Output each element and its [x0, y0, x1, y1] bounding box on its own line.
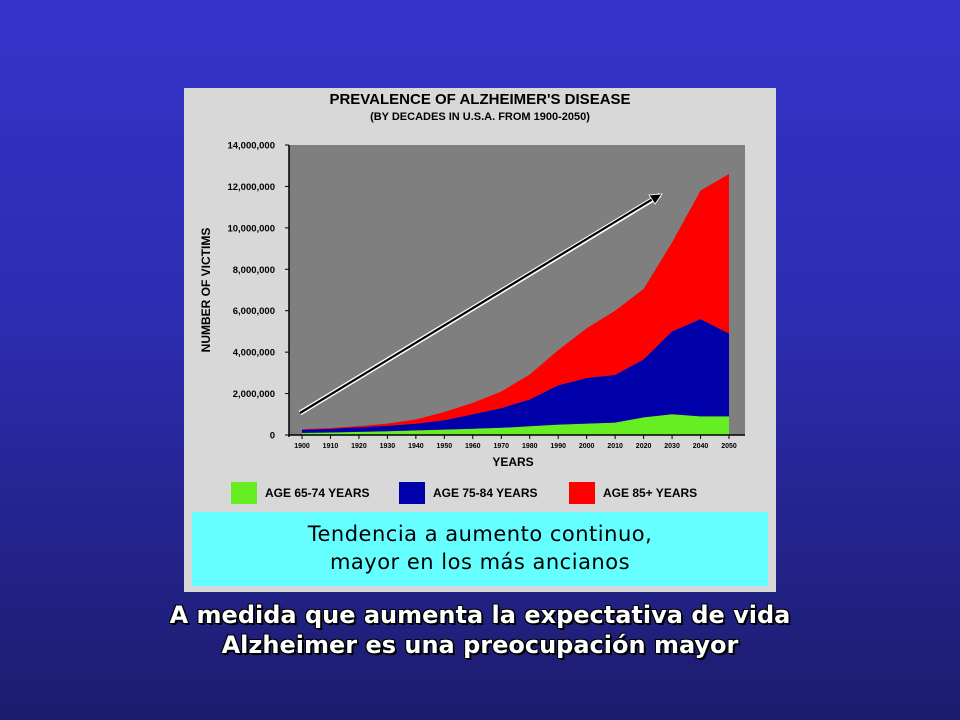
x-tick-label: 1970 [493, 443, 509, 450]
x-tick-label: 1940 [408, 443, 424, 450]
caption-line-2: Alzheimer es una preocupación mayor [221, 631, 739, 659]
x-axis-label: YEARS [492, 455, 533, 469]
x-tick-label: 1900 [294, 443, 310, 450]
x-ticks: 1900 1910 1920 1930 1940 1950 1960 1970 1980 1990… [294, 435, 737, 450]
area-series-2 [302, 319, 729, 433]
area-layers [302, 174, 729, 435]
x-tick-label: 1990 [550, 443, 566, 450]
callout-line-2: mayor en los más ancianos [329, 550, 631, 574]
slide-caption: A medida que aumenta la expectativa de v… [0, 600, 960, 660]
trend-arrow [298, 192, 663, 416]
caption-line-1: A medida que aumenta la expectativa de v… [169, 601, 791, 629]
legend-label-2: AGE 75-84 YEARS [433, 486, 538, 500]
y-tick-label: 6,000,000 [233, 306, 275, 317]
x-tick-label: 1920 [351, 443, 367, 450]
y-tick-label: 12,000,000 [227, 182, 275, 193]
y-tick-label: 10,000,000 [227, 223, 275, 234]
legend-label-1: AGE 65-74 YEARS [265, 486, 370, 500]
axes [288, 145, 745, 437]
x-tick-label: 1910 [323, 443, 339, 450]
y-tick-label: 14,000,000 [227, 141, 275, 152]
legend-swatch-1 [231, 482, 257, 504]
x-tick-label: 2010 [607, 443, 623, 450]
y-tick-label: 8,000,000 [233, 265, 275, 276]
x-tick-label: 2040 [693, 443, 709, 450]
y-axis-label: NUMBER OF VICTIMS [199, 228, 213, 353]
area-series-1 [302, 414, 729, 435]
x-tick-label: 1950 [437, 443, 453, 450]
legend-swatch-2 [399, 482, 425, 504]
y-tick-label: 0 [270, 431, 275, 442]
x-tick-label: 1930 [380, 443, 396, 450]
area-series-3 [302, 174, 729, 430]
chart-figure: PREVALENCE OF ALZHEIMER'S DISEASE (BY DE… [184, 88, 776, 592]
chart-svg: PREVALENCE OF ALZHEIMER'S DISEASE (BY DE… [199, 91, 745, 504]
y-ticks: 0 2,000,000 4,000,000 6,000,000 8,000,000 10,… [227, 141, 289, 442]
chart-subtitle: (BY DECADES IN U.S.A. FROM 1900-2050) [370, 111, 590, 123]
legend-label-3: AGE 85+ YEARS [603, 486, 697, 500]
callout-box: Tendencia a aumento continuo, mayor en l… [192, 512, 768, 586]
x-tick-label: 1980 [522, 443, 538, 450]
x-tick-label: 2000 [579, 443, 595, 450]
x-tick-label: 2030 [664, 443, 680, 450]
y-tick-label: 4,000,000 [233, 348, 275, 359]
legend: AGE 65-74 YEARS AGE 75-84 YEARS AGE 85+ YE… [231, 482, 697, 504]
legend-swatch-3 [569, 482, 595, 504]
callout-line-1: Tendencia a aumento continuo, [307, 522, 653, 546]
y-tick-label: 2,000,000 [233, 389, 275, 400]
x-tick-label: 1960 [465, 443, 481, 450]
x-tick-label: 2020 [636, 443, 652, 450]
x-tick-label: 2050 [721, 443, 737, 450]
chart-title: PREVALENCE OF ALZHEIMER'S DISEASE [329, 91, 630, 108]
